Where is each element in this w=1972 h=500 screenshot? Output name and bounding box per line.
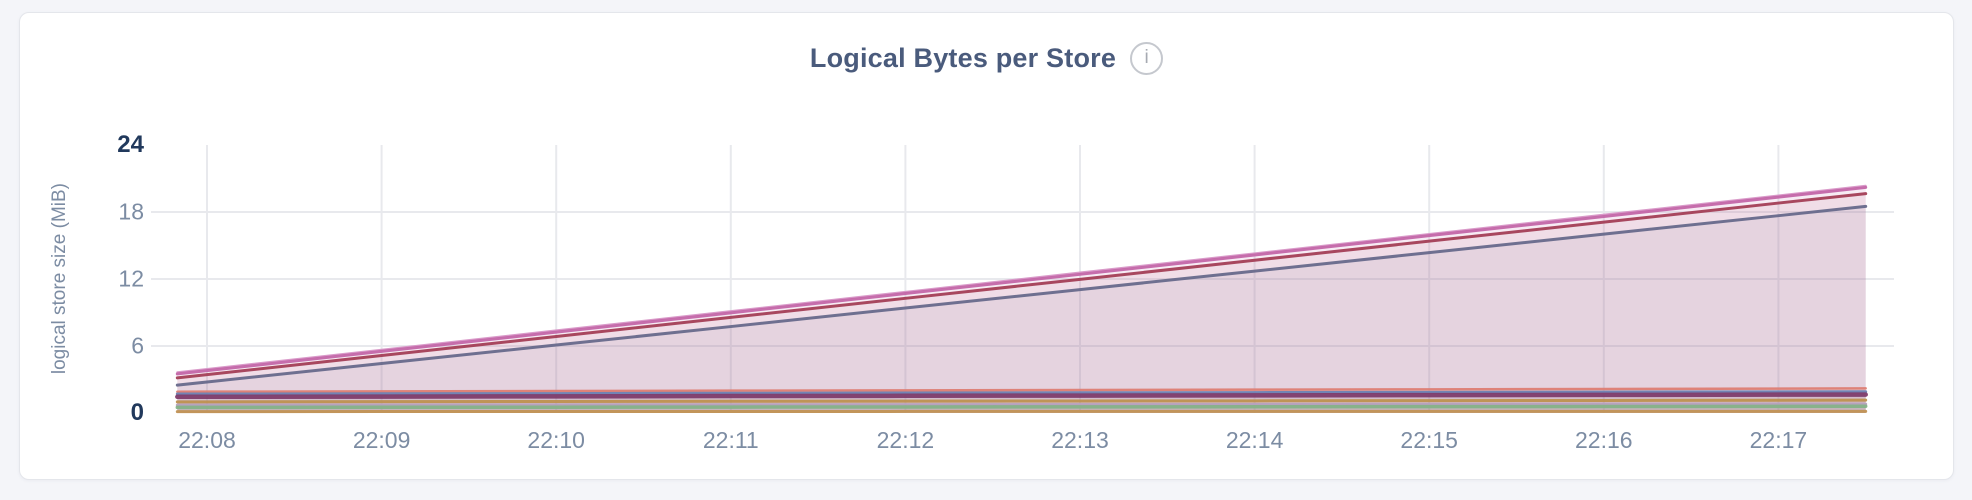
x-tick-label-22:15: 22:15 — [1400, 427, 1458, 453]
series-line-store-slate — [175, 204, 1868, 387]
series-line-store-steel-blue — [175, 390, 1868, 396]
info-icon[interactable]: i — [1130, 41, 1164, 75]
x-tick-label-22:08: 22:08 — [178, 427, 236, 453]
x-tick-label-22:13: 22:13 — [1051, 427, 1109, 453]
series-line-store-mauve — [175, 402, 1868, 407]
chart-plot-area — [151, 145, 1894, 414]
series-line-store-tan — [175, 398, 1868, 404]
y-tick-label-12: 12 — [118, 265, 144, 292]
series-line-store-green — [175, 404, 1868, 410]
series-line-store-crimson — [175, 192, 1868, 380]
x-tick-label-22:17: 22:17 — [1749, 427, 1808, 453]
series-line-store-salmon — [176, 387, 1867, 394]
series-line-store-plum — [175, 392, 1868, 400]
series-fill-store-crimson — [177, 193, 1866, 413]
x-tick-label-22:14: 22:14 — [1225, 427, 1284, 453]
x-tick-label-22:16: 22:16 — [1575, 427, 1633, 453]
x-tick-label-22:09: 22:09 — [352, 427, 411, 453]
y-tick-label-24: 24 — [117, 131, 144, 158]
x-tick-label-22:11: 22:11 — [702, 427, 759, 453]
chart-header: Logical Bytes per Store i — [20, 39, 1953, 77]
chart-title: Logical Bytes per Store — [809, 42, 1117, 73]
y-tick-label-18: 18 — [118, 198, 144, 225]
series-line-store-orchid — [175, 185, 1868, 376]
series-fill-store-pink-light — [177, 185, 1866, 413]
x-tick-label-22:12: 22:12 — [876, 427, 935, 453]
chart-card: Logical Bytes per Store i logical store … — [19, 12, 1954, 480]
y-tick-label-0: 0 — [130, 399, 144, 426]
series-fill-store-slate — [177, 206, 1866, 413]
x-tick-label-22:10: 22:10 — [527, 427, 585, 453]
series-line-store-pink-light — [176, 184, 1867, 374]
y-tick-label-6: 6 — [131, 332, 144, 359]
series-fill-store-orchid — [177, 187, 1866, 413]
